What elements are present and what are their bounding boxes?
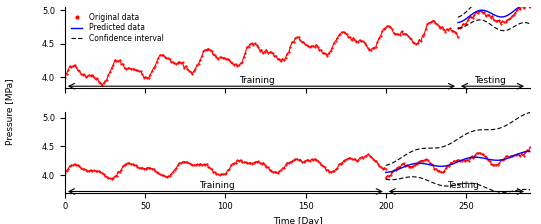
Text: Testing: Testing <box>447 181 479 190</box>
Text: Testing: Testing <box>474 76 506 85</box>
X-axis label: Time [Day]: Time [Day] <box>273 217 322 224</box>
Text: Training: Training <box>200 181 235 190</box>
Legend: Original data, Predicted data, Confidence interval: Original data, Predicted data, Confidenc… <box>69 11 166 45</box>
Text: Pressure [MPa]: Pressure [MPa] <box>5 79 15 145</box>
Text: Training: Training <box>240 76 275 85</box>
